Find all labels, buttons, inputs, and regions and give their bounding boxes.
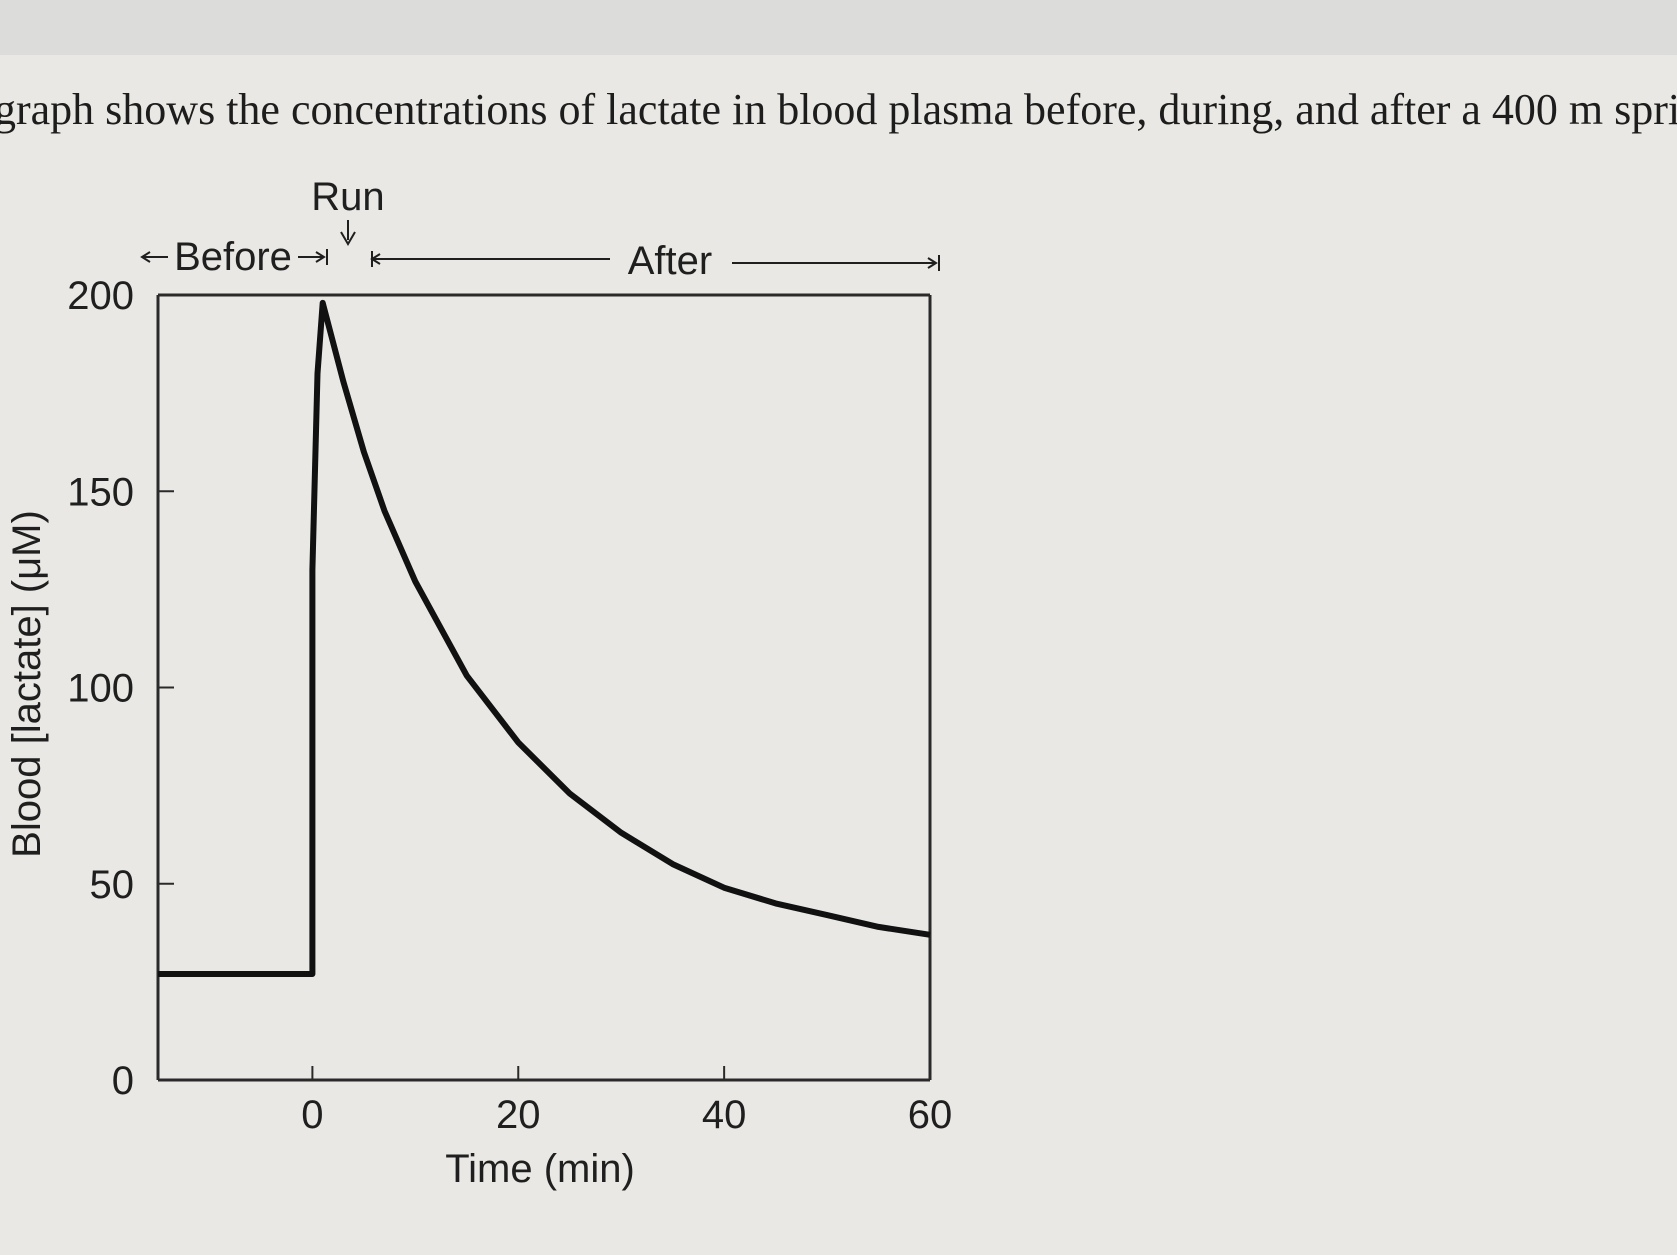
y-axis-label: Blood [lactate] (μM) — [5, 510, 49, 858]
y-tick-label: 200 — [67, 274, 134, 318]
after-arrow-left — [370, 251, 610, 267]
top-band — [0, 0, 1677, 55]
lactate-series-line — [158, 299, 931, 977]
after-arrow-right — [732, 255, 940, 271]
before-arrow-left — [140, 251, 168, 263]
caption: graph shows the concentrations of lactat… — [0, 85, 1677, 134]
before-label: Before — [174, 235, 292, 279]
x-tick-label: 20 — [496, 1093, 541, 1137]
y-tick-label: 0 — [112, 1059, 134, 1103]
after-label: After — [628, 239, 712, 283]
y-tick-label: 100 — [67, 667, 134, 711]
run-arrow — [340, 220, 356, 246]
axes — [156, 293, 932, 1082]
x-tick-label: 60 — [908, 1093, 953, 1137]
x-tick-label: 0 — [301, 1093, 323, 1137]
series — [158, 299, 931, 977]
y-tick-label: 150 — [67, 470, 134, 514]
ticks: 0 50 100 150 200 0 20 40 60 — [67, 274, 952, 1137]
phase-annotations: Run Before After — [140, 175, 940, 283]
labels: Time (min) Blood [lactate] (μM) — [5, 510, 635, 1191]
y-tick-label: 50 — [90, 863, 135, 907]
x-axis-label: Time (min) — [445, 1147, 635, 1191]
before-arrow-right — [298, 249, 328, 265]
run-label: Run — [311, 175, 384, 219]
x-tick-label: 40 — [702, 1093, 747, 1137]
